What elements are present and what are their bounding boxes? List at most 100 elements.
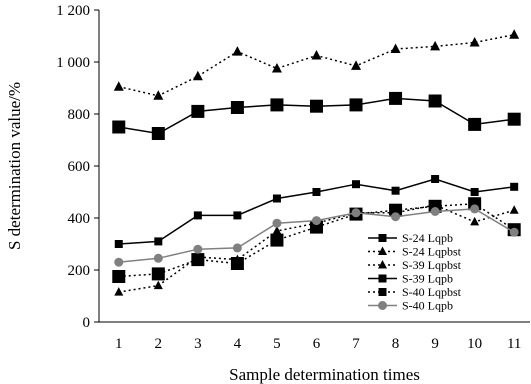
x-tick-label: 8 <box>392 336 400 352</box>
legend-marker <box>378 260 387 269</box>
data-point <box>193 244 203 254</box>
data-point <box>352 180 361 189</box>
x-tick-label: 3 <box>194 336 202 352</box>
data-point <box>230 257 244 270</box>
data-point <box>154 237 163 246</box>
x-tick-label: 4 <box>234 336 242 352</box>
data-point <box>351 208 361 218</box>
data-point <box>389 203 403 217</box>
x-tick-label: 10 <box>467 336 482 352</box>
legend-item: S-39 Lqpb <box>368 272 453 286</box>
x-tick-label: 2 <box>155 336 163 352</box>
legend-marker <box>378 274 387 283</box>
data-point <box>309 99 323 113</box>
data-point <box>391 212 401 222</box>
data-point <box>428 94 442 108</box>
data-point <box>389 91 403 105</box>
data-point <box>114 287 124 296</box>
legend-item: S-39 Lqpbst <box>368 258 462 272</box>
y-axis-label: S determination value/% <box>5 82 24 250</box>
data-point <box>272 218 282 228</box>
data-point <box>151 267 165 281</box>
y-tick-label: 400 <box>68 211 91 227</box>
legend-label: S-40 Lqpb <box>402 299 453 313</box>
data-point <box>113 81 124 91</box>
data-point <box>509 227 519 237</box>
data-point <box>390 43 401 53</box>
chart-series <box>112 29 521 296</box>
legend-item: S-40 Lqpbst <box>368 285 462 299</box>
data-point <box>430 207 440 216</box>
y-tick-label: 600 <box>68 159 91 175</box>
x-tick-label: 7 <box>352 336 360 352</box>
data-point <box>470 188 479 196</box>
data-point <box>191 104 205 118</box>
legend-label: S-40 Lqpbst <box>402 285 462 299</box>
y-tick-label: 200 <box>68 263 91 279</box>
y-tick-label: 800 <box>68 107 91 123</box>
legend-marker <box>378 288 387 296</box>
data-point <box>430 40 441 51</box>
x-axis-label: Sample determination times <box>229 365 420 384</box>
data-point <box>232 243 242 253</box>
data-point <box>271 63 282 73</box>
series-6 <box>114 204 519 267</box>
series-1 <box>114 175 519 248</box>
data-point <box>311 216 321 226</box>
data-point <box>468 117 482 131</box>
data-point <box>192 70 203 81</box>
y-tick-label: 0 <box>83 315 91 331</box>
data-point <box>509 29 520 39</box>
data-point <box>114 240 123 248</box>
axis-ticks: 0 200 400 600 800 1 000 1 200 1 2 3 4 5 6 7 8 9 10 11 <box>56 3 521 352</box>
y-tick-label: 1 200 <box>56 3 90 19</box>
legend-item: S-24 Lqpbst <box>368 245 462 259</box>
data-point <box>153 280 163 290</box>
x-tick-label: 1 <box>115 336 123 352</box>
data-point <box>272 226 282 235</box>
data-point <box>232 46 243 56</box>
series-3 <box>113 29 520 100</box>
data-point <box>312 188 321 196</box>
y-tick-label: 1 000 <box>56 55 90 71</box>
data-point <box>470 216 480 226</box>
legend-label: S-24 Lqpb <box>402 231 453 245</box>
data-point <box>270 98 284 112</box>
data-point <box>272 194 281 203</box>
data-point <box>270 233 284 247</box>
data-point <box>510 182 519 191</box>
data-point <box>193 211 202 220</box>
data-point <box>230 101 244 114</box>
legend-marker <box>378 301 387 310</box>
data-point <box>233 211 242 220</box>
legend-label: S-39 Lqpb <box>402 272 453 286</box>
x-tick-label: 6 <box>313 336 321 352</box>
data-point <box>112 120 126 134</box>
x-tick-label: 9 <box>431 336 439 352</box>
data-point <box>431 175 440 183</box>
data-point <box>151 127 165 140</box>
series-4 <box>112 91 521 140</box>
data-point <box>311 50 322 60</box>
data-point <box>351 60 362 70</box>
x-tick-label: 11 <box>507 336 521 352</box>
legend-item: S-40 Lqpb <box>368 299 453 313</box>
legend-label: S-24 Lqpbst <box>402 245 462 259</box>
data-point <box>349 98 363 112</box>
data-point <box>191 253 205 267</box>
data-point <box>114 257 124 267</box>
data-point <box>509 205 519 214</box>
data-point <box>153 90 164 100</box>
legend-item: S-24 Lqpb <box>368 231 453 245</box>
legend-marker <box>378 246 387 255</box>
data-point <box>469 37 480 47</box>
legend-marker <box>378 234 387 242</box>
data-point <box>470 204 480 214</box>
data-point <box>391 186 400 195</box>
data-point <box>309 220 323 234</box>
x-tick-label: 5 <box>273 336 281 352</box>
legend-label: S-39 Lqpbst <box>402 258 462 272</box>
series-line <box>118 33 515 97</box>
